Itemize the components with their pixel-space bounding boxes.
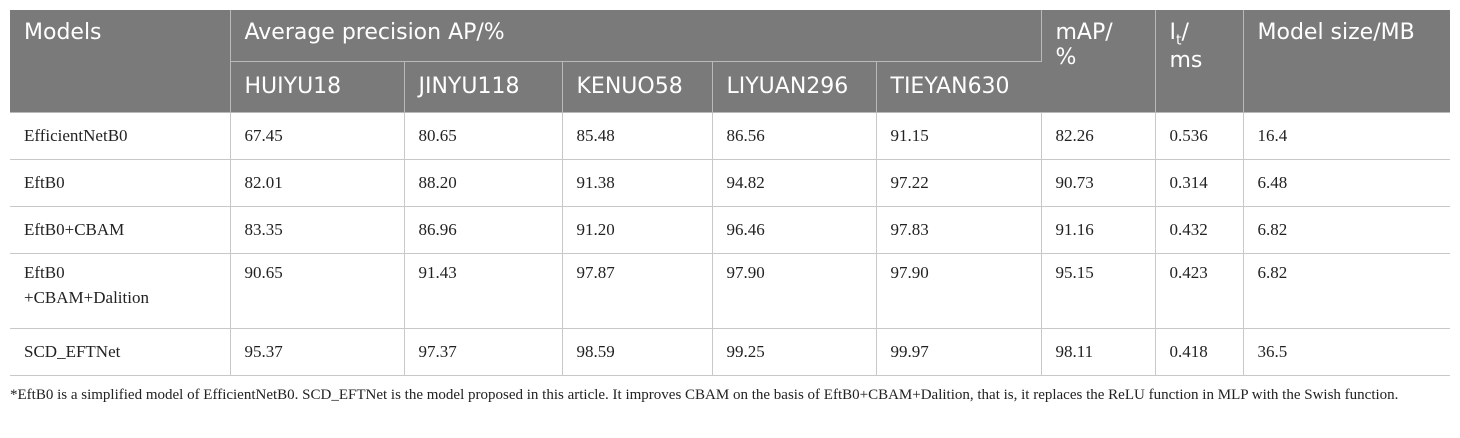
cell-ap-huiyu18: 90.65 bbox=[230, 253, 405, 329]
cell-ap-liyuan296: 94.82 bbox=[712, 159, 877, 207]
cell-ap-kenuo58: 98.59 bbox=[562, 328, 713, 376]
cell-map: 82.26 bbox=[1041, 112, 1156, 160]
cell-model-size: 6.48 bbox=[1243, 159, 1450, 207]
header-class-liyuan296: LIYUAN296 bbox=[712, 61, 877, 113]
header-map: mAP/% bbox=[1041, 10, 1156, 113]
cell-model: EftB0 +CBAM+Dalition bbox=[10, 253, 231, 329]
table-row: EftB0 +CBAM+Dalition 90.65 91.43 97.87 97… bbox=[10, 253, 1450, 329]
cell-map: 95.15 bbox=[1041, 253, 1156, 329]
cell-ap-huiyu18: 82.01 bbox=[230, 159, 405, 207]
cell-ap-liyuan296: 86.56 bbox=[712, 112, 877, 160]
header-class-kenuo58: KENUO58 bbox=[562, 61, 713, 113]
cell-model-line1: EftB0 bbox=[24, 262, 65, 282]
header-map-line1: mAP/ bbox=[1055, 20, 1113, 45]
header-class-huiyu18: HUIYU18 bbox=[230, 61, 405, 113]
cell-model: EftB0+CBAM bbox=[10, 206, 231, 254]
table-body: EfficientNetB0 67.45 80.65 85.48 86.56 9… bbox=[10, 112, 1450, 376]
cell-ap-jinyu118: 86.96 bbox=[404, 206, 563, 254]
cell-ap-tieyan630: 99.97 bbox=[876, 328, 1042, 376]
header-average-precision: Average precision AP/% bbox=[230, 10, 1042, 62]
table-footnote: *EftB0 is a simplified model of Efficien… bbox=[10, 386, 1399, 403]
cell-model-size: 6.82 bbox=[1243, 206, 1450, 254]
cell-ap-kenuo58: 91.38 bbox=[562, 159, 713, 207]
cell-ap-huiyu18: 95.37 bbox=[230, 328, 405, 376]
cell-ap-jinyu118: 97.37 bbox=[404, 328, 563, 376]
header-inference-time: It/ ms bbox=[1155, 10, 1244, 113]
cell-model: SCD_EFTNet bbox=[10, 328, 231, 376]
results-table-container: Models Average precision AP/% mAP/% It/ m… bbox=[10, 10, 1450, 406]
cell-ap-huiyu18: 83.35 bbox=[230, 206, 405, 254]
cell-model: EfficientNetB0 bbox=[10, 112, 231, 160]
header-it-unit: ms bbox=[1169, 48, 1203, 74]
cell-model: EftB0 bbox=[10, 159, 231, 207]
header-class-tieyan630: TIEYAN630 bbox=[876, 61, 1041, 113]
table-row: EftB0+CBAM 83.35 86.96 91.20 96.46 97.83… bbox=[10, 206, 1450, 254]
cell-ap-tieyan630: 97.22 bbox=[876, 159, 1042, 207]
header-class-jinyu118: JINYU118 bbox=[404, 61, 563, 113]
cell-ap-liyuan296: 99.25 bbox=[712, 328, 877, 376]
cell-ap-huiyu18: 67.45 bbox=[230, 112, 405, 160]
header-it-main: I bbox=[1169, 20, 1177, 45]
cell-ap-jinyu118: 91.43 bbox=[404, 253, 563, 329]
table-row: SCD_EFTNet 95.37 97.37 98.59 99.25 99.97… bbox=[10, 328, 1450, 376]
header-it-slash: / bbox=[1181, 20, 1189, 45]
cell-ap-liyuan296: 97.90 bbox=[712, 253, 877, 329]
cell-map: 98.11 bbox=[1041, 328, 1156, 376]
results-table: Models Average precision AP/% mAP/% It/ m… bbox=[10, 10, 1450, 376]
cell-inference-time: 0.314 bbox=[1155, 159, 1244, 207]
table-row: EfficientNetB0 67.45 80.65 85.48 86.56 9… bbox=[10, 112, 1450, 160]
cell-model-size: 36.5 bbox=[1243, 328, 1450, 376]
cell-ap-liyuan296: 96.46 bbox=[712, 206, 877, 254]
header-it-sub: t bbox=[1176, 32, 1182, 49]
cell-ap-kenuo58: 85.48 bbox=[562, 112, 713, 160]
cell-ap-kenuo58: 97.87 bbox=[562, 253, 713, 329]
cell-inference-time: 0.418 bbox=[1155, 328, 1244, 376]
cell-model-size: 16.4 bbox=[1243, 112, 1450, 160]
cell-model-size: 6.82 bbox=[1243, 253, 1450, 329]
table-header: Models Average precision AP/% mAP/% It/ m… bbox=[10, 10, 1450, 113]
cell-inference-time: 0.432 bbox=[1155, 206, 1244, 254]
cell-inference-time: 0.536 bbox=[1155, 112, 1244, 160]
cell-model-line2: +CBAM+Dalition bbox=[24, 287, 149, 307]
header-model-size: Model size/MB bbox=[1243, 10, 1450, 113]
cell-ap-tieyan630: 97.83 bbox=[876, 206, 1042, 254]
cell-ap-tieyan630: 97.90 bbox=[876, 253, 1042, 329]
cell-ap-tieyan630: 91.15 bbox=[876, 112, 1042, 160]
header-models: Models bbox=[10, 10, 231, 113]
cell-ap-kenuo58: 91.20 bbox=[562, 206, 713, 254]
table-row: EftB0 82.01 88.20 91.38 94.82 97.22 90.7… bbox=[10, 159, 1450, 207]
cell-inference-time: 0.423 bbox=[1155, 253, 1244, 329]
cell-map: 91.16 bbox=[1041, 206, 1156, 254]
cell-ap-jinyu118: 88.20 bbox=[404, 159, 563, 207]
cell-map: 90.73 bbox=[1041, 159, 1156, 207]
header-map-line2: % bbox=[1055, 45, 1077, 70]
cell-ap-jinyu118: 80.65 bbox=[404, 112, 563, 160]
